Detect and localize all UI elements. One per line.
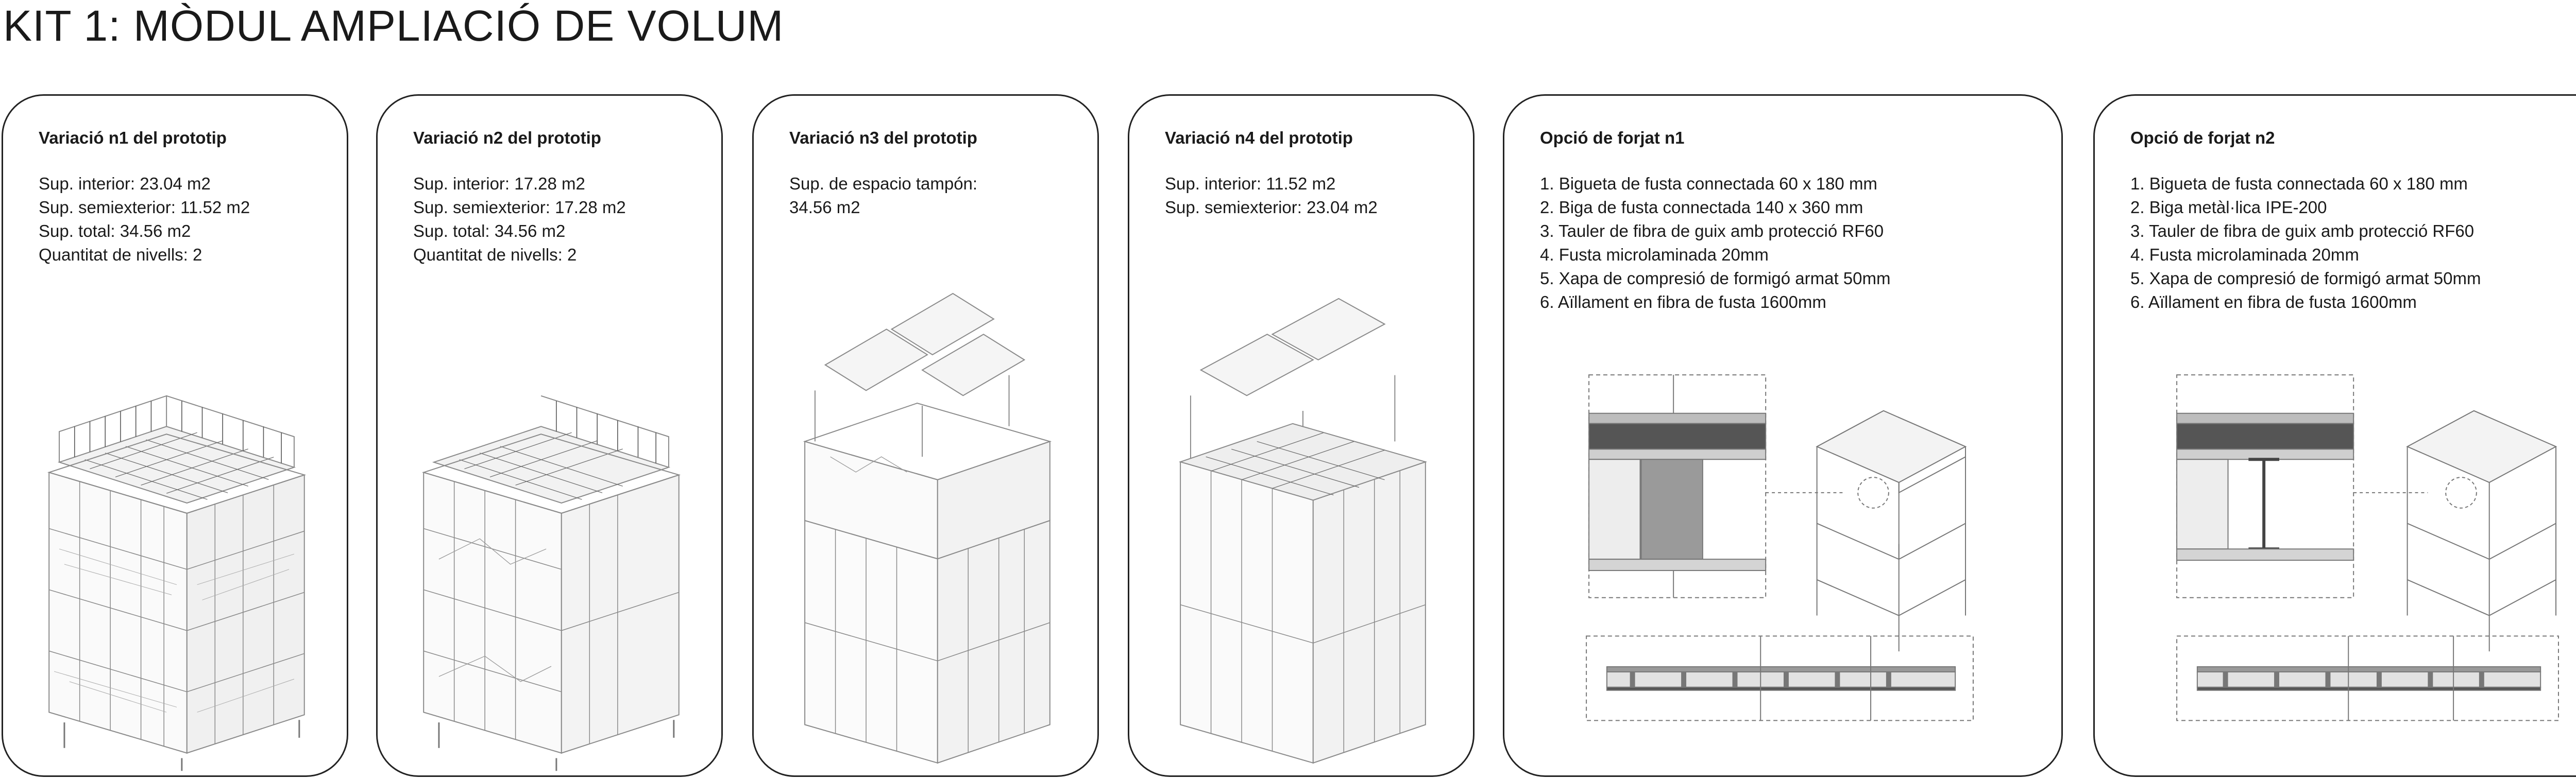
spec-line: Sup. total: 34.56 m2 <box>39 221 191 240</box>
spec-line: 5. Xapa de compresió de formigó armat 50… <box>1540 269 1891 288</box>
card-variation-1: Variació n1 del prototip Sup. interior: … <box>2 94 348 777</box>
spec-line: 4. Fusta microlaminada 20mm <box>1540 245 1769 264</box>
card-spec-list: 1. Bigueta de fusta connectada 60 x 180 … <box>1540 172 1890 314</box>
axonometric-module-solar-icon <box>754 271 1097 775</box>
spec-line: Sup. de espacio tampón: <box>789 174 978 193</box>
spec-line: Sup. interior: 23.04 m2 <box>39 174 211 193</box>
card-title: Variació n1 del prototip <box>39 128 227 147</box>
card-spec-list: 1. Bigueta de fusta connectada 60 x 180 … <box>2130 172 2481 314</box>
axonometric-module-solar-icon <box>1129 271 1473 775</box>
spec-line: 34.56 m2 <box>789 198 860 217</box>
page-title: KIT 1: MÒDUL AMPLIACIÓ DE VOLUM <box>3 2 784 50</box>
card-variation-2: Variació n2 del prototip Sup. interior: … <box>376 94 723 777</box>
spec-line: 5. Xapa de compresió de formigó armat 50… <box>2130 269 2481 288</box>
spec-line: 3. Tauler de fibra de guix amb protecció… <box>1540 221 1884 240</box>
card-spec-list: Sup. interior: 23.04 m2 Sup. semiexterio… <box>39 172 250 267</box>
axonometric-module-icon <box>378 343 721 775</box>
spec-line: Sup. semiexterior: 23.04 m2 <box>1165 198 1378 217</box>
spec-line: Sup. total: 34.56 m2 <box>413 221 566 240</box>
card-variation-4: Variació n4 del prototip Sup. interior: … <box>1128 94 1475 777</box>
spec-line: 6. Aïllament en fibra de fusta 1600mm <box>1540 292 1826 311</box>
spec-line: 2. Biga de fusta connectada 140 x 360 mm <box>1540 198 1863 217</box>
card-slab-option-2: Opció de forjat n2 1. Bigueta de fusta c… <box>2093 94 2576 777</box>
card-title: Opció de forjat n1 <box>1540 128 1685 147</box>
card-spec-list: Sup. de espacio tampón: 34.56 m2 <box>789 172 977 219</box>
spec-line: 6. Aïllament en fibra de fusta 1600mm <box>2130 292 2417 311</box>
spec-line: Quantitat de nivells: 2 <box>39 245 202 264</box>
slab-detail-steel-icon <box>2095 374 2576 775</box>
slab-detail-timber-icon <box>1504 374 2061 775</box>
card-variation-3: Variació n3 del prototip Sup. de espacio… <box>752 94 1099 777</box>
card-title: Opció de forjat n2 <box>2130 128 2275 147</box>
card-title: Variació n4 del prototip <box>1165 128 1353 147</box>
card-spec-list: Sup. interior: 17.28 m2 Sup. semiexterio… <box>413 172 626 267</box>
spec-line: 4. Fusta microlaminada 20mm <box>2130 245 2359 264</box>
spec-line: Sup. semiexterior: 11.52 m2 <box>39 198 250 217</box>
axonometric-module-icon <box>3 343 347 775</box>
card-spec-list: Sup. interior: 11.52 m2 Sup. semiexterio… <box>1165 172 1378 219</box>
spec-line: Sup. interior: 11.52 m2 <box>1165 174 1336 193</box>
spec-line: Sup. semiexterior: 17.28 m2 <box>413 198 626 217</box>
card-title: Variació n3 del prototip <box>789 128 977 147</box>
card-slab-option-1: Opció de forjat n1 1. Bigueta de fusta c… <box>1503 94 2063 777</box>
spec-line: Sup. interior: 17.28 m2 <box>413 174 585 193</box>
card-title: Variació n2 del prototip <box>413 128 601 147</box>
spec-line: Quantitat de nivells: 2 <box>413 245 577 264</box>
spec-line: 3. Tauler de fibra de guix amb protecció… <box>2130 221 2475 240</box>
spec-line: 1. Bigueta de fusta connectada 60 x 180 … <box>2130 174 2468 193</box>
spec-line: 2. Biga metàl·lica IPE-200 <box>2130 198 2327 217</box>
spec-line: 1. Bigueta de fusta connectada 60 x 180 … <box>1540 174 1877 193</box>
